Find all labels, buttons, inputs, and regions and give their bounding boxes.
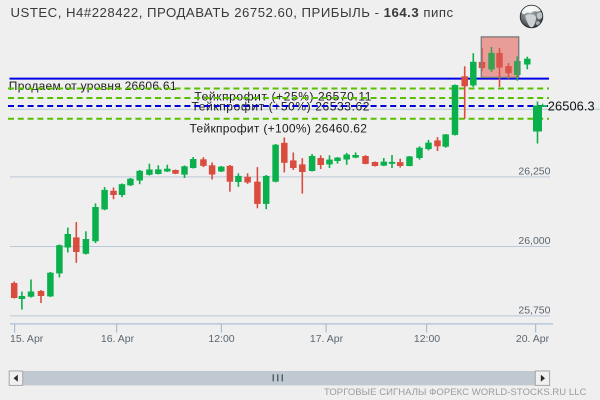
svg-text:Тейкпрофит (+50%) 26533.62: Тейкпрофит (+50%) 26533.62 <box>192 99 371 113</box>
svg-text:26506.3: 26506.3 <box>548 98 595 113</box>
svg-text:ТОРГОВЫЕ СИГНАЛЫ ФОРЕКС WORLD-: ТОРГОВЫЕ СИГНАЛЫ ФОРЕКС WORLD-STOCKS.RU … <box>324 387 587 398</box>
svg-text:Тейкпрофит (+100%) 26460.62: Тейкпрофит (+100%) 26460.62 <box>190 122 368 136</box>
svg-text:16. Apr: 16. Apr <box>101 333 135 345</box>
svg-text:26,000: 26,000 <box>518 235 550 247</box>
svg-text:17. Apr: 17. Apr <box>310 333 344 345</box>
svg-text:12:00: 12:00 <box>208 333 234 345</box>
svg-text:Продаем от уровня 26606.61: Продаем от уровня 26606.61 <box>9 79 177 93</box>
svg-text:USTEC, H4#228422, ПРОДАВАТЬ 26: USTEC, H4#228422, ПРОДАВАТЬ 26752.60, ПР… <box>11 5 454 20</box>
svg-text:15. Apr: 15. Apr <box>10 333 44 345</box>
svg-text:Тейкпрофит (+25%) 26570.11: Тейкпрофит (+25%) 26570.11 <box>194 89 372 103</box>
svg-text:12:00: 12:00 <box>414 333 440 345</box>
svg-text:25,750: 25,750 <box>518 304 550 316</box>
svg-text:20. Apr: 20. Apr <box>516 333 550 345</box>
svg-text:26,250: 26,250 <box>518 165 550 177</box>
